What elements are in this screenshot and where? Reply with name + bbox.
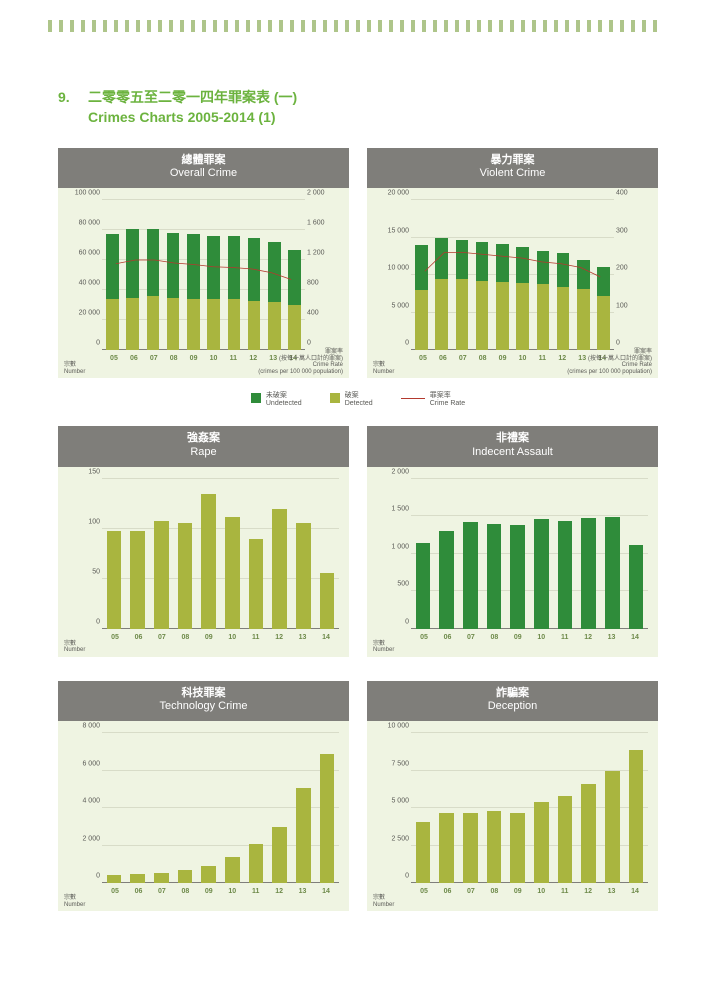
legend-detected: 破案Detected <box>330 390 373 407</box>
chart-header: 暴力罪案Violent Crime <box>367 148 658 188</box>
legend-undetected: 未破案Undetected <box>251 390 302 407</box>
chart-body: 05001 0001 5002 00005060708091011121314宗… <box>367 467 658 657</box>
legend: 未破案Undetected 破案Detected 罪案率Crime Rate <box>58 386 658 410</box>
chart-body: 05010015005060708091011121314宗數Number <box>58 467 349 657</box>
page-title: 9. 二零零五至二零一四年罪案表 (一) Crimes Charts 2005-… <box>58 88 297 127</box>
chart-panel-tech: 科技罪案Technology Crime02 0004 0006 0008 00… <box>58 681 349 911</box>
chart-header: 總體罪案Overall Crime <box>58 148 349 188</box>
chart-body: 05 00010 00015 00020 0000100200300400050… <box>367 188 658 378</box>
chart-panel-violent: 暴力罪案Violent Crime05 00010 00015 00020 00… <box>367 148 658 378</box>
chart-header: 強姦案Rape <box>58 426 349 466</box>
chart-panel-rape: 強姦案Rape05010015005060708091011121314宗數Nu… <box>58 426 349 656</box>
section-number: 9. <box>58 88 70 108</box>
title-cn: 二零零五至二零一四年罪案表 (一) <box>88 88 297 108</box>
chart-panel-deception: 詐騙案Deception02 5005 0007 50010 000050607… <box>367 681 658 911</box>
chart-header: 非禮案Indecent Assault <box>367 426 658 466</box>
chart-header: 詐騙案Deception <box>367 681 658 721</box>
title-en: Crimes Charts 2005-2014 (1) <box>88 108 297 128</box>
chart-body: 020 00040 00060 00080 000100 00004008001… <box>58 188 349 378</box>
decorative-tick-border <box>48 20 660 32</box>
chart-header: 科技罪案Technology Crime <box>58 681 349 721</box>
chart-body: 02 5005 0007 50010 000050607080910111213… <box>367 721 658 911</box>
charts-grid: 總體罪案Overall Crime020 00040 00060 00080 0… <box>58 148 658 911</box>
chart-panel-indecent: 非禮案Indecent Assault05001 0001 5002 00005… <box>367 426 658 656</box>
chart-body: 02 0004 0006 0008 0000506070809101112131… <box>58 721 349 911</box>
chart-panel-overall: 總體罪案Overall Crime020 00040 00060 00080 0… <box>58 148 349 378</box>
legend-rate: 罪案率Crime Rate <box>401 390 465 407</box>
